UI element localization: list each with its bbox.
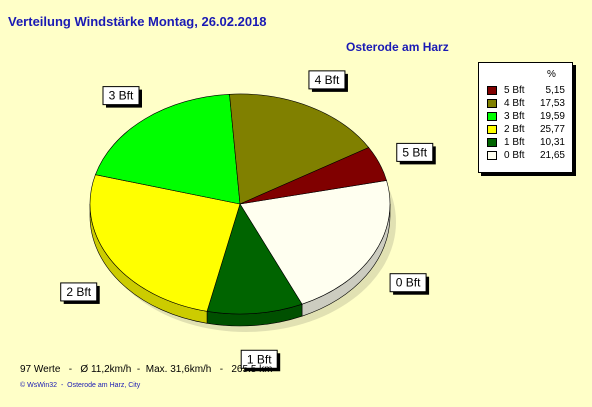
footer-copyright: © WsWin32 - Osterode am Harz, City <box>20 382 141 389</box>
legend-swatch <box>487 151 497 160</box>
legend-item-0-bft: 0 Bft 21,65 <box>487 150 571 162</box>
slice-4-bft <box>229 93 370 205</box>
legend-value: 5,15 <box>545 85 565 96</box>
slice-1-bft <box>206 203 303 315</box>
legend-item-4-bft: 4 Bft 17,53 <box>487 98 571 110</box>
slice-label-0-bft: 0 Bft <box>389 273 430 295</box>
chart-title: Verteilung Windstärke Montag, 26.02.2018 <box>8 14 267 29</box>
slice-3-bft <box>95 93 241 205</box>
legend-label: 0 Bft <box>504 150 525 161</box>
svg-text:1 Bft: 1 Bft <box>247 352 272 366</box>
legend-label: 2 Bft <box>504 124 525 135</box>
svg-text:4 Bft: 4 Bft <box>315 73 340 87</box>
legend-value: 19,59 <box>539 111 565 122</box>
svg-text:0 Bft: 0 Bft <box>396 276 421 290</box>
svg-text:3 Bft: 3 Bft <box>109 89 134 103</box>
footer-stats: 97 Werte - Ø 11,2km/h - Max. 31,6km/h - … <box>20 364 273 375</box>
legend-label: 3 Bft <box>504 111 525 122</box>
slice-label-1-bft: 1 Bft <box>240 349 281 372</box>
legend-value: 17,53 <box>539 98 565 109</box>
legend-label: 5 Bft <box>504 85 525 96</box>
slice-label-3-bft: 3 Bft <box>102 86 143 108</box>
legend-item-3-bft: 3 Bft 19,59 <box>487 111 571 123</box>
legend-item-1-bft: 1 Bft 10,31 <box>487 137 571 149</box>
legend-item-2-bft: 2 Bft 25,77 <box>487 124 571 136</box>
svg-text:2 Bft: 2 Bft <box>66 285 91 299</box>
slice-2-bft <box>89 174 241 312</box>
legend-label: 4 Bft <box>504 98 525 109</box>
slice-label-5-bft: 5 Bft <box>396 142 436 165</box>
legend-value: 21,65 <box>539 150 565 161</box>
slice-label-4-bft: 4 Bft <box>308 70 348 92</box>
legend-swatch <box>487 138 497 147</box>
legend-item-5-bft: 5 Bft 5,15 <box>487 85 571 97</box>
station-name: Osterode am Harz <box>346 40 449 54</box>
legend-value: 10,31 <box>539 137 565 148</box>
slice-0-bft <box>239 180 391 305</box>
legend-percent-header: % <box>547 69 556 80</box>
legend-value: 25,77 <box>539 124 565 135</box>
legend-swatch <box>487 86 497 95</box>
svg-text:5 Bft: 5 Bft <box>402 145 427 159</box>
slice-5-bft <box>239 147 387 205</box>
legend: % 5 Bft 5,15 4 Bft 17,53 3 Bft 19,59 2 Bft 25,7… <box>478 62 573 173</box>
legend-swatch <box>487 112 497 121</box>
legend-label: 1 Bft <box>504 137 525 148</box>
legend-swatch <box>487 99 497 108</box>
slice-label-2-bft: 2 Bft <box>60 282 100 304</box>
legend-swatch <box>487 125 497 134</box>
